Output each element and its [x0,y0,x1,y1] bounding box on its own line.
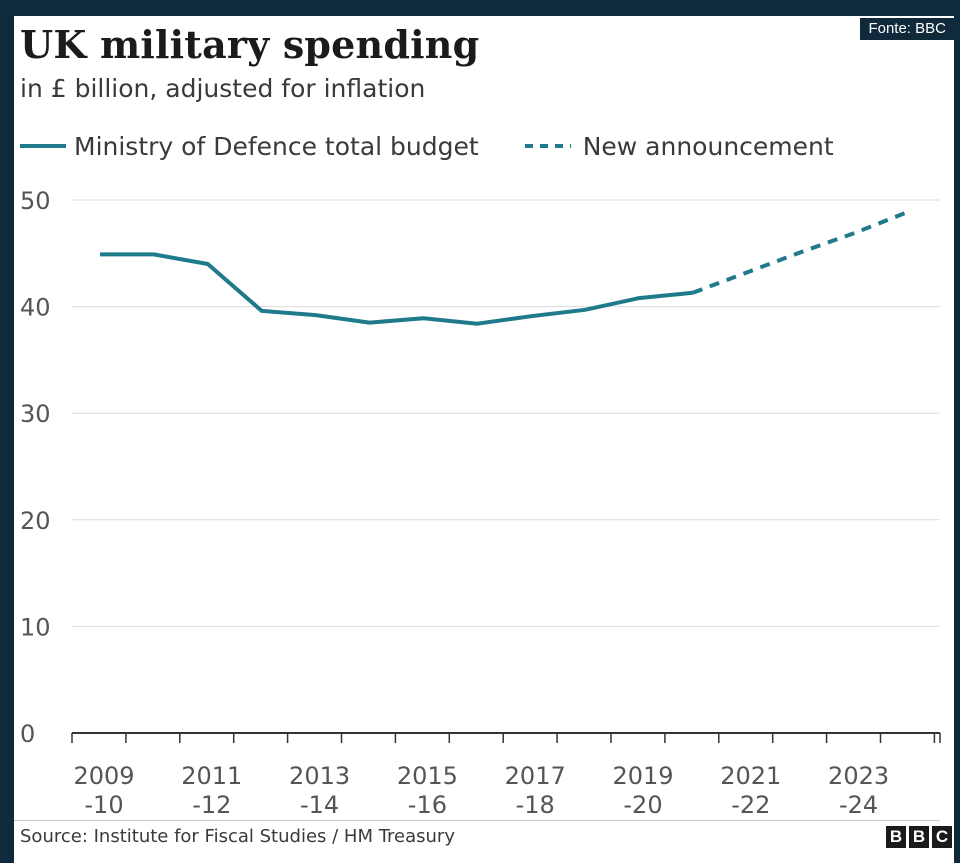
x-tick-label: 2021 [720,762,781,790]
bbc-logo-letter: C [932,826,952,848]
x-tick-label: 2023 [828,762,889,790]
x-tick-label: 2019 [612,762,673,790]
y-tick-label: 40 [20,294,51,322]
source-badge: Fonte: BBC [860,18,954,40]
y-tick-label: 10 [20,613,51,641]
source-note: Source: Institute for Fiscal Studies / H… [20,826,455,847]
x-tick-label: -10 [84,791,123,819]
chart-subtitle: in £ billion, adjusted for inflation [20,74,426,103]
x-tick-label: -12 [192,791,231,819]
legend-solid-line-icon [20,144,66,148]
x-tick-label: 2017 [505,762,566,790]
legend-dashed-line-icon [524,144,571,148]
x-tick-label: -14 [300,791,339,819]
y-tick-label: 20 [20,507,51,535]
legend-label-announcement: New announcement [582,131,834,161]
legend-item-budget: Ministry of Defence total budget [20,132,479,161]
legend-label-budget: Ministry of Defence total budget [74,131,479,161]
x-tick-label: 2013 [289,762,350,790]
x-tick-label: -24 [839,791,878,819]
footer-divider [14,820,940,821]
x-tick-label: 2009 [73,762,134,790]
y-tick-label: 0 [20,720,35,748]
x-tick-label: -18 [516,791,555,819]
y-tick-label: 50 [20,187,51,215]
x-tick-label: 2015 [397,762,458,790]
chart-title: UK military spending [20,22,480,67]
x-tick-label: 2011 [181,762,242,790]
y-tick-label: 30 [20,400,51,428]
series-line-budget [100,252,694,326]
bbc-logo-letter: B [886,826,906,848]
chart-card [14,16,954,863]
x-tick-label: -16 [408,791,447,819]
legend-item-announcement: New announcement [524,131,834,161]
x-tick-label: -20 [623,791,662,819]
bbc-logo: B B C [883,826,952,848]
series-line-new-announcement [692,209,910,295]
chart-legend: Ministry of Defence total budget New ann… [20,128,880,164]
bbc-logo-letter: B [909,826,929,848]
x-tick-label: -22 [731,791,770,819]
